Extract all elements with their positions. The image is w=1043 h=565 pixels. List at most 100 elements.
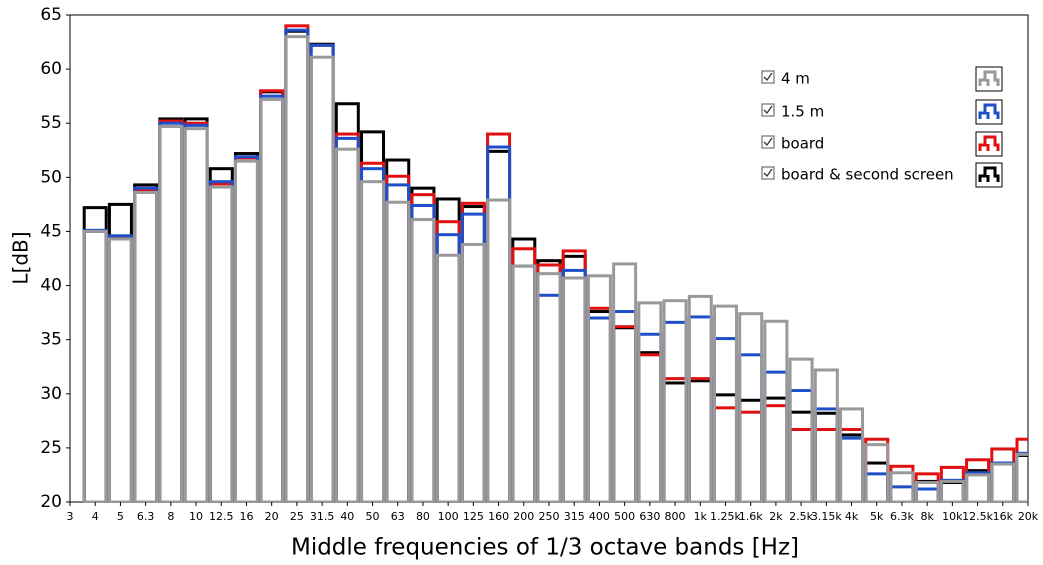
bar — [763, 396, 789, 503]
x-tick-label: 31.5 — [310, 510, 335, 523]
bar — [738, 353, 764, 503]
bar — [334, 132, 360, 503]
x-tick-label: 8k — [920, 510, 934, 523]
x-tick-label: 20 — [265, 510, 279, 523]
x-tick-label: 3 — [67, 510, 74, 523]
bar — [284, 35, 310, 503]
bar — [763, 319, 789, 503]
bar — [360, 130, 386, 503]
bar — [965, 471, 991, 503]
bar — [788, 427, 814, 503]
bar — [813, 368, 839, 503]
bar — [687, 377, 713, 503]
x-tick-label: 6.3 — [137, 510, 155, 523]
legend-label: board & second screen — [781, 166, 954, 184]
y-tick-label: 30 — [40, 384, 62, 404]
bar — [460, 212, 486, 503]
bar — [788, 410, 814, 503]
bar — [712, 337, 738, 503]
bar — [839, 407, 865, 503]
bar — [511, 237, 537, 503]
bar — [511, 264, 537, 503]
legend-checkbox[interactable] — [761, 70, 775, 84]
bar — [334, 147, 360, 503]
bar — [788, 389, 814, 503]
x-tick-label: 12.5 — [209, 510, 234, 523]
bar — [107, 234, 133, 503]
bar — [662, 299, 688, 503]
bar — [158, 121, 184, 503]
bar — [259, 89, 285, 503]
bar — [158, 124, 184, 503]
bar — [385, 183, 411, 503]
bar — [612, 325, 638, 503]
bar — [410, 193, 436, 503]
bar — [511, 247, 537, 503]
bar — [309, 43, 335, 503]
bar — [839, 436, 865, 503]
legend-checkbox[interactable] — [761, 166, 775, 180]
y-tick-label: 65 — [40, 5, 62, 25]
bar — [360, 167, 386, 503]
bar — [259, 90, 285, 503]
bar — [965, 473, 991, 503]
bar — [990, 462, 1016, 503]
bar — [158, 117, 184, 503]
bar — [511, 264, 537, 503]
x-tick-label: 10 — [189, 510, 203, 523]
x-tick-label: 50 — [366, 510, 380, 523]
y-axis-label: L[dB] — [9, 231, 33, 284]
bar — [82, 229, 108, 503]
bar — [183, 123, 209, 503]
legend-icon — [978, 70, 1000, 86]
bar — [284, 28, 310, 503]
bar — [637, 301, 663, 503]
bar — [536, 293, 562, 503]
y-tick-label: 45 — [40, 221, 62, 241]
bar — [107, 202, 133, 503]
bar — [864, 472, 890, 503]
legend-checkbox[interactable] — [761, 103, 775, 117]
bar — [410, 218, 436, 503]
bar — [460, 201, 486, 503]
bar — [309, 43, 335, 503]
bar — [410, 186, 436, 503]
bar — [460, 242, 486, 503]
bar — [133, 186, 159, 503]
x-tick-label: 1.25k — [710, 510, 741, 523]
x-tick-label: 16k — [993, 510, 1014, 523]
bar — [183, 127, 209, 503]
bar — [864, 437, 890, 503]
bar — [82, 206, 108, 503]
bar — [259, 97, 285, 503]
legend-check — [763, 137, 773, 147]
bar — [561, 276, 587, 503]
bar — [233, 159, 259, 503]
x-tick-label: 400 — [589, 510, 610, 523]
bar — [284, 24, 310, 503]
bar — [435, 197, 461, 503]
x-tick-label: 315 — [564, 510, 585, 523]
legend-label: 1.5 m — [781, 103, 824, 121]
bars — [82, 24, 1028, 503]
x-tick-label: 12.5k — [962, 510, 993, 523]
x-tick-label: 16 — [239, 510, 253, 523]
bar — [586, 316, 612, 503]
bar — [763, 370, 789, 503]
bar — [385, 174, 411, 503]
bar — [82, 229, 108, 503]
bar — [662, 320, 688, 503]
bar — [284, 29, 310, 503]
y-tick-label: 60 — [40, 59, 62, 79]
bar — [990, 447, 1016, 503]
legend-checkbox[interactable] — [761, 135, 775, 149]
bar — [612, 310, 638, 503]
x-tick-label: 5k — [870, 510, 884, 523]
bar — [712, 406, 738, 503]
bar — [939, 481, 965, 503]
bar — [990, 461, 1016, 503]
legend-icon — [978, 135, 1000, 151]
bar — [738, 410, 764, 503]
x-tick-label: 3.15k — [811, 510, 842, 523]
